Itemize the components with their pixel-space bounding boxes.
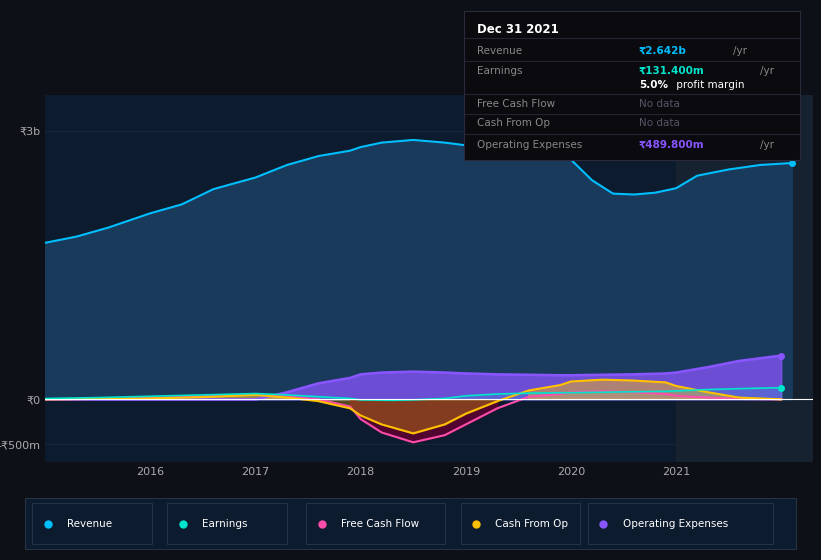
Text: ₹2.642b: ₹2.642b bbox=[639, 45, 687, 55]
Text: Cash From Op: Cash From Op bbox=[477, 118, 550, 128]
Text: profit margin: profit margin bbox=[672, 81, 744, 90]
Text: ₹489.800m: ₹489.800m bbox=[639, 140, 704, 150]
Text: Earnings: Earnings bbox=[202, 519, 248, 529]
Bar bbox=[676, 95, 813, 462]
Text: ₹131.400m: ₹131.400m bbox=[639, 66, 704, 76]
Text: No data: No data bbox=[639, 99, 680, 109]
Text: /yr: /yr bbox=[760, 66, 774, 76]
Text: Earnings: Earnings bbox=[477, 66, 523, 76]
Text: Operating Expenses: Operating Expenses bbox=[623, 519, 728, 529]
Text: Cash From Op: Cash From Op bbox=[495, 519, 568, 529]
Text: Revenue: Revenue bbox=[477, 45, 522, 55]
Text: 5.0%: 5.0% bbox=[639, 81, 668, 90]
Text: Free Cash Flow: Free Cash Flow bbox=[341, 519, 420, 529]
Text: No data: No data bbox=[639, 118, 680, 128]
Text: Dec 31 2021: Dec 31 2021 bbox=[477, 22, 559, 35]
Text: Operating Expenses: Operating Expenses bbox=[477, 140, 583, 150]
Text: /yr: /yr bbox=[733, 45, 747, 55]
Text: Revenue: Revenue bbox=[67, 519, 112, 529]
Text: Free Cash Flow: Free Cash Flow bbox=[477, 99, 556, 109]
Text: /yr: /yr bbox=[760, 140, 774, 150]
